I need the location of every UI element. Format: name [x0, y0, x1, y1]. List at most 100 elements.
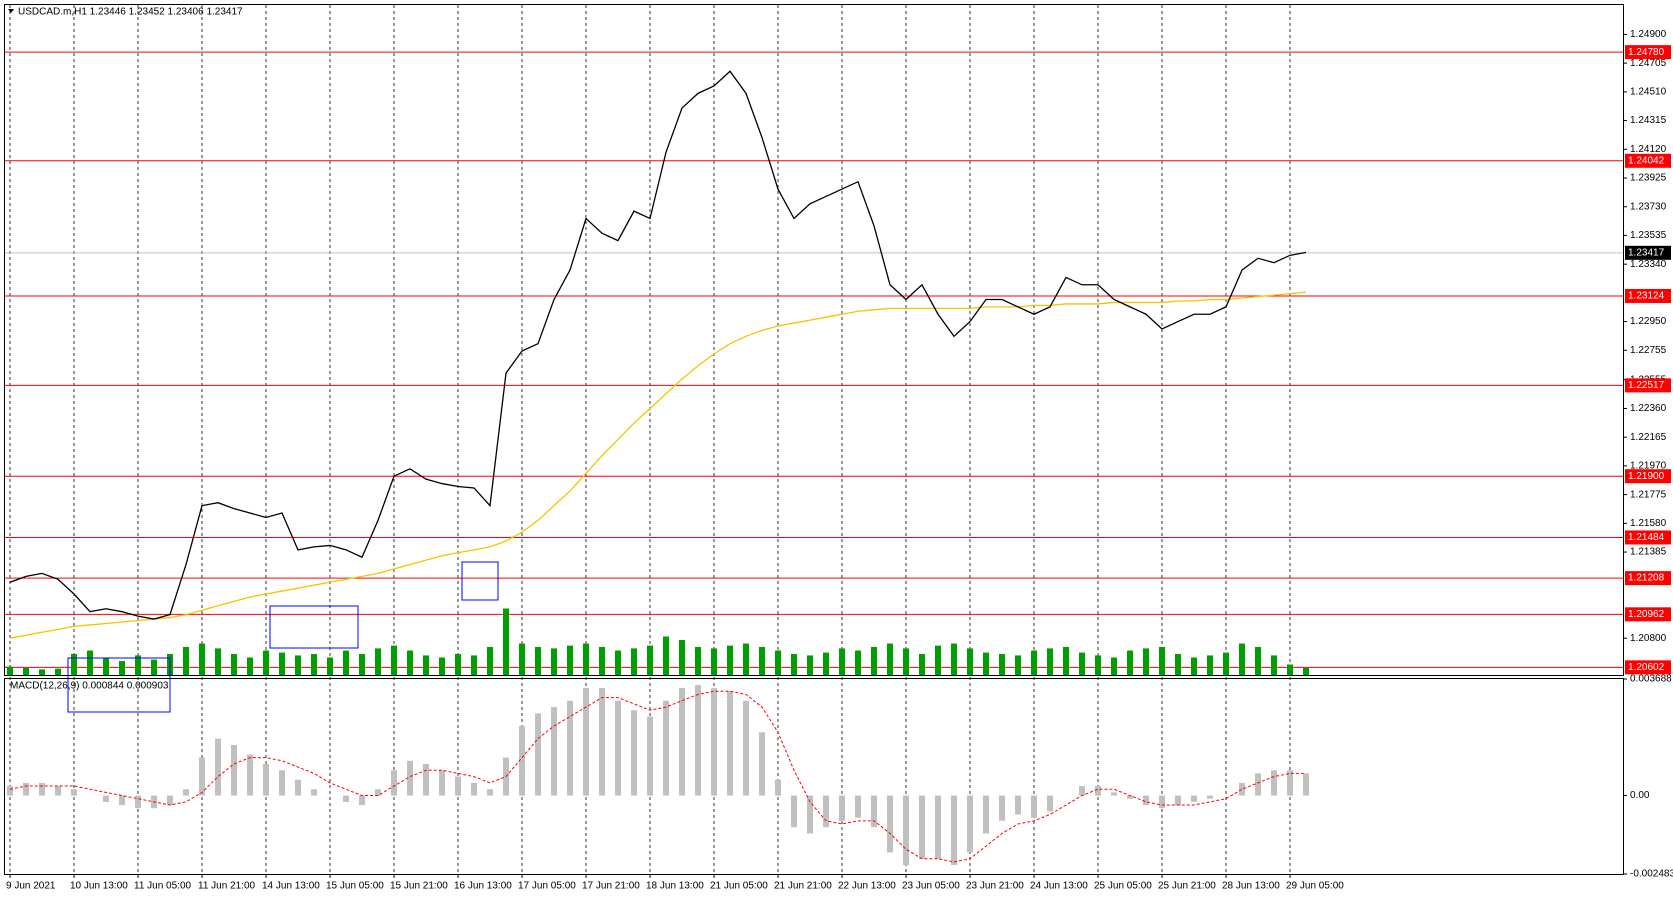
y-tick-label: 1.22755	[1630, 345, 1667, 356]
level-label: 1.21208	[1628, 573, 1665, 584]
level-label-bg	[1625, 288, 1671, 303]
bar	[567, 645, 573, 675]
bar	[1015, 655, 1021, 675]
annotation-box	[461, 561, 499, 601]
bar	[1271, 770, 1277, 796]
bar	[759, 732, 765, 796]
bar	[871, 795, 877, 828]
bar	[695, 647, 701, 675]
bar	[887, 795, 893, 853]
bar	[295, 779, 301, 796]
bar	[1079, 786, 1085, 796]
bar	[1079, 652, 1085, 675]
bar	[1127, 795, 1133, 799]
bar	[1111, 657, 1117, 675]
bar	[711, 688, 717, 796]
bar	[1159, 647, 1165, 675]
bar	[807, 795, 813, 834]
bar	[119, 661, 125, 675]
series-line	[9, 291, 1307, 639]
level-label: 1.20962	[1628, 609, 1665, 620]
bar	[999, 795, 1005, 821]
bar	[71, 654, 77, 675]
x-tick-label: 15 Jun 05:00	[326, 881, 384, 892]
bar	[471, 655, 477, 675]
x-tick-label: 18 Jun 13:00	[646, 881, 704, 892]
x-tick-label: 25 Jun 21:00	[1158, 881, 1216, 892]
bar	[583, 643, 589, 675]
chart-title: USDCAD.m,H1 1.23446 1.23452 1.23406 1.23…	[18, 7, 243, 18]
bar	[39, 782, 45, 796]
bar	[615, 700, 621, 796]
bar	[167, 795, 173, 806]
bar	[1063, 647, 1069, 675]
bar	[839, 648, 845, 675]
bar	[695, 684, 701, 796]
bar	[1239, 782, 1245, 796]
y-tick-label: 1.22360	[1630, 403, 1667, 414]
bar	[1175, 654, 1181, 675]
bar	[999, 654, 1005, 675]
x-tick-label: 29 Jun 05:00	[1286, 881, 1344, 892]
bar	[567, 700, 573, 796]
bar	[311, 789, 317, 796]
annotation-box	[67, 657, 171, 713]
bar	[679, 640, 685, 675]
bar	[455, 654, 461, 675]
bar	[679, 688, 685, 796]
x-tick-label: 16 Jun 13:00	[454, 881, 512, 892]
bar	[1047, 795, 1053, 812]
bar	[551, 648, 557, 675]
bar	[1287, 664, 1293, 675]
bar	[231, 744, 237, 796]
bar	[1287, 770, 1293, 796]
x-tick-label: 22 Jun 13:00	[838, 881, 896, 892]
bar	[519, 726, 525, 796]
bar	[7, 666, 13, 675]
bar	[199, 757, 205, 796]
bar	[631, 648, 637, 675]
bar	[535, 713, 541, 796]
bar	[375, 648, 381, 675]
bar	[359, 654, 365, 675]
bar	[1159, 795, 1165, 809]
bar	[583, 688, 589, 796]
bar	[1271, 655, 1277, 675]
bar	[263, 650, 269, 675]
bar	[743, 700, 749, 796]
bar	[935, 645, 941, 675]
bar	[1031, 650, 1037, 675]
bar	[279, 770, 285, 796]
x-tick-label: 14 Jun 13:00	[262, 881, 320, 892]
bar	[775, 650, 781, 675]
level-label: 1.21900	[1628, 471, 1665, 482]
bar	[983, 652, 989, 675]
bar	[439, 657, 445, 675]
bar	[199, 643, 205, 675]
x-tick-label: 10 Jun 13:00	[70, 881, 128, 892]
level-label: 1.22517	[1628, 380, 1665, 391]
level-label: 1.20602	[1628, 662, 1665, 673]
level-label-bg	[1625, 153, 1671, 168]
bar	[1207, 795, 1213, 799]
bar	[311, 654, 317, 675]
bar	[1143, 648, 1149, 675]
level-label-bg	[1625, 378, 1671, 393]
bar	[951, 795, 957, 866]
bar	[119, 795, 125, 806]
bar	[1207, 655, 1213, 675]
bar	[487, 789, 493, 796]
bar	[919, 654, 925, 675]
bar	[343, 650, 349, 675]
bar	[295, 655, 301, 675]
bar	[935, 795, 941, 859]
bar	[215, 738, 221, 796]
title-arrow	[8, 9, 14, 13]
bar	[663, 636, 669, 675]
bar	[135, 655, 141, 675]
bar	[1015, 795, 1021, 815]
y-tick-label: 1.24120	[1630, 144, 1667, 155]
bar	[903, 648, 909, 675]
